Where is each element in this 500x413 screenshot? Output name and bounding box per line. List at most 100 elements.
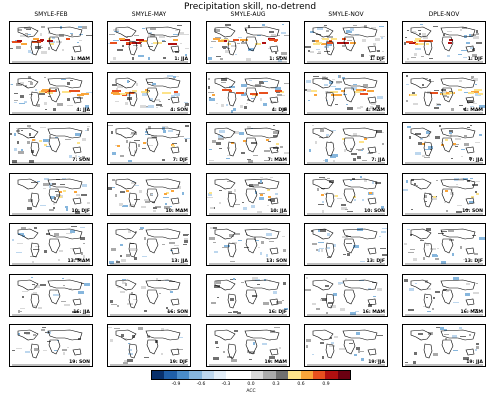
world-map <box>12 178 90 215</box>
map-panel: 16: SON <box>107 274 191 317</box>
coastlines <box>110 77 188 114</box>
coastlines <box>307 178 385 215</box>
coastlines <box>307 228 385 265</box>
panel-label: 19: DJF <box>169 360 189 365</box>
world-map <box>10 125 90 164</box>
panel-label: 10: MAM <box>165 209 188 214</box>
map-panel: 16: MAM <box>304 274 388 317</box>
colorbar-tick: 0.6 <box>297 382 305 387</box>
world-map <box>404 228 485 265</box>
coastlines <box>110 329 188 366</box>
colorbar-segment <box>164 371 177 379</box>
panel-label: 19: JJA <box>466 360 483 365</box>
panel-label: 7: JJA <box>371 158 385 163</box>
map-panel: 7: JJA <box>402 122 486 165</box>
map-panel: 19: DJF <box>107 324 191 367</box>
world-map <box>208 24 289 63</box>
panel-label: 1: DJF <box>369 57 385 62</box>
map-panel: 4: JJA <box>9 72 93 115</box>
column-title-3: SMYLE-AUG <box>230 11 266 18</box>
map-panel: 19: SON <box>9 324 93 367</box>
column-title-2: SMYLE-MAY <box>131 11 167 18</box>
colorbar-segment <box>213 371 227 379</box>
panel-label: 4: DJF <box>271 108 287 113</box>
panel-label: 16: SON <box>167 310 188 315</box>
column-title-5: DPLE-NOV <box>428 11 460 18</box>
map-panel: 7: MAM <box>206 122 290 165</box>
figure-title: Precipitation skill, no-detrend <box>183 2 317 12</box>
coastlines <box>307 329 385 366</box>
panel-label: 13: SON <box>266 259 287 264</box>
colorbar <box>151 370 351 380</box>
colorbar-segment <box>300 371 313 379</box>
world-map <box>110 75 189 114</box>
world-map <box>306 329 385 366</box>
coastlines <box>405 329 483 366</box>
map-panel: 16: MAM <box>402 274 486 317</box>
colorbar-segment <box>251 371 264 379</box>
map-panel-grid: 1: MAM 1: JJA 1: SON 1: DJF 1: DJF 4: JJA 4: S… <box>9 21 486 367</box>
world-map <box>405 75 485 114</box>
coastlines <box>405 279 483 316</box>
colorbar-tick: 0.9 <box>322 382 330 387</box>
colorbar-tick: -0.9 <box>171 382 181 387</box>
colorbar-segment <box>263 371 276 379</box>
colorbar-segment <box>176 371 190 379</box>
panel-label: 13: MAM <box>67 259 90 264</box>
world-map <box>207 177 287 215</box>
panel-label: 16: MAM <box>362 310 385 315</box>
world-map <box>10 76 92 114</box>
map-panel: 7: JJA <box>304 122 388 165</box>
panel-label: 16: JJA <box>73 310 90 315</box>
column-title-4: SMYLE-NOV <box>328 11 364 18</box>
world-map <box>209 277 288 316</box>
coastlines <box>110 26 188 63</box>
map-panel: 10: MAM <box>107 173 191 216</box>
map-panel: 19: MAM <box>206 324 290 367</box>
panel-label: 1: JJA <box>174 57 188 62</box>
panel-label: 4: MAM <box>365 108 385 113</box>
panel-label: 16: MAM <box>460 310 483 315</box>
map-panel: 4: DJF <box>206 72 290 115</box>
map-panel: 1: JJA <box>107 21 191 64</box>
colorbar-label: ACC <box>246 389 256 394</box>
panel-label: 10: DJF <box>71 209 91 214</box>
colorbar-segment <box>288 371 301 379</box>
map-panel: 7: SON <box>9 122 93 165</box>
world-map <box>405 327 483 366</box>
map-panel: 13: DJF <box>304 223 388 266</box>
world-map <box>108 125 190 164</box>
world-map <box>108 178 188 215</box>
map-panel: 10: SON <box>304 173 388 216</box>
world-map <box>110 278 188 316</box>
coastlines <box>12 228 90 265</box>
map-panel: 13: SON <box>206 223 290 266</box>
colorbar-tick: -0.3 <box>221 382 231 387</box>
coastlines <box>110 279 188 316</box>
coastlines <box>12 178 90 215</box>
panel-label: 13: DJF <box>464 259 484 264</box>
coastlines <box>110 228 188 265</box>
world-map <box>108 327 188 366</box>
colorbar-segment <box>312 371 326 379</box>
panel-label: 19: MAM <box>264 360 287 365</box>
map-panel: 1: MAM <box>9 21 93 64</box>
coastlines <box>209 178 287 215</box>
coastlines <box>307 279 385 316</box>
coastlines <box>209 228 287 265</box>
world-map <box>209 227 287 265</box>
panel-label: 4: MAM <box>463 108 483 113</box>
panel-label: 7: SON <box>72 158 90 163</box>
panel-label: 7: DJF <box>172 158 188 163</box>
coastlines <box>307 77 385 114</box>
coastlines <box>209 26 287 63</box>
map-panel: 4: MAM <box>304 72 388 115</box>
coastlines <box>12 127 90 164</box>
colorbar-segment <box>275 371 289 379</box>
map-panel: 19: JJA <box>304 324 388 367</box>
map-panel: 7: DJF <box>107 122 191 165</box>
map-panel: 13: DJF <box>402 223 486 266</box>
world-map <box>404 277 483 316</box>
panel-label: 4: JJA <box>76 108 90 113</box>
map-panel: 10: SON <box>402 173 486 216</box>
